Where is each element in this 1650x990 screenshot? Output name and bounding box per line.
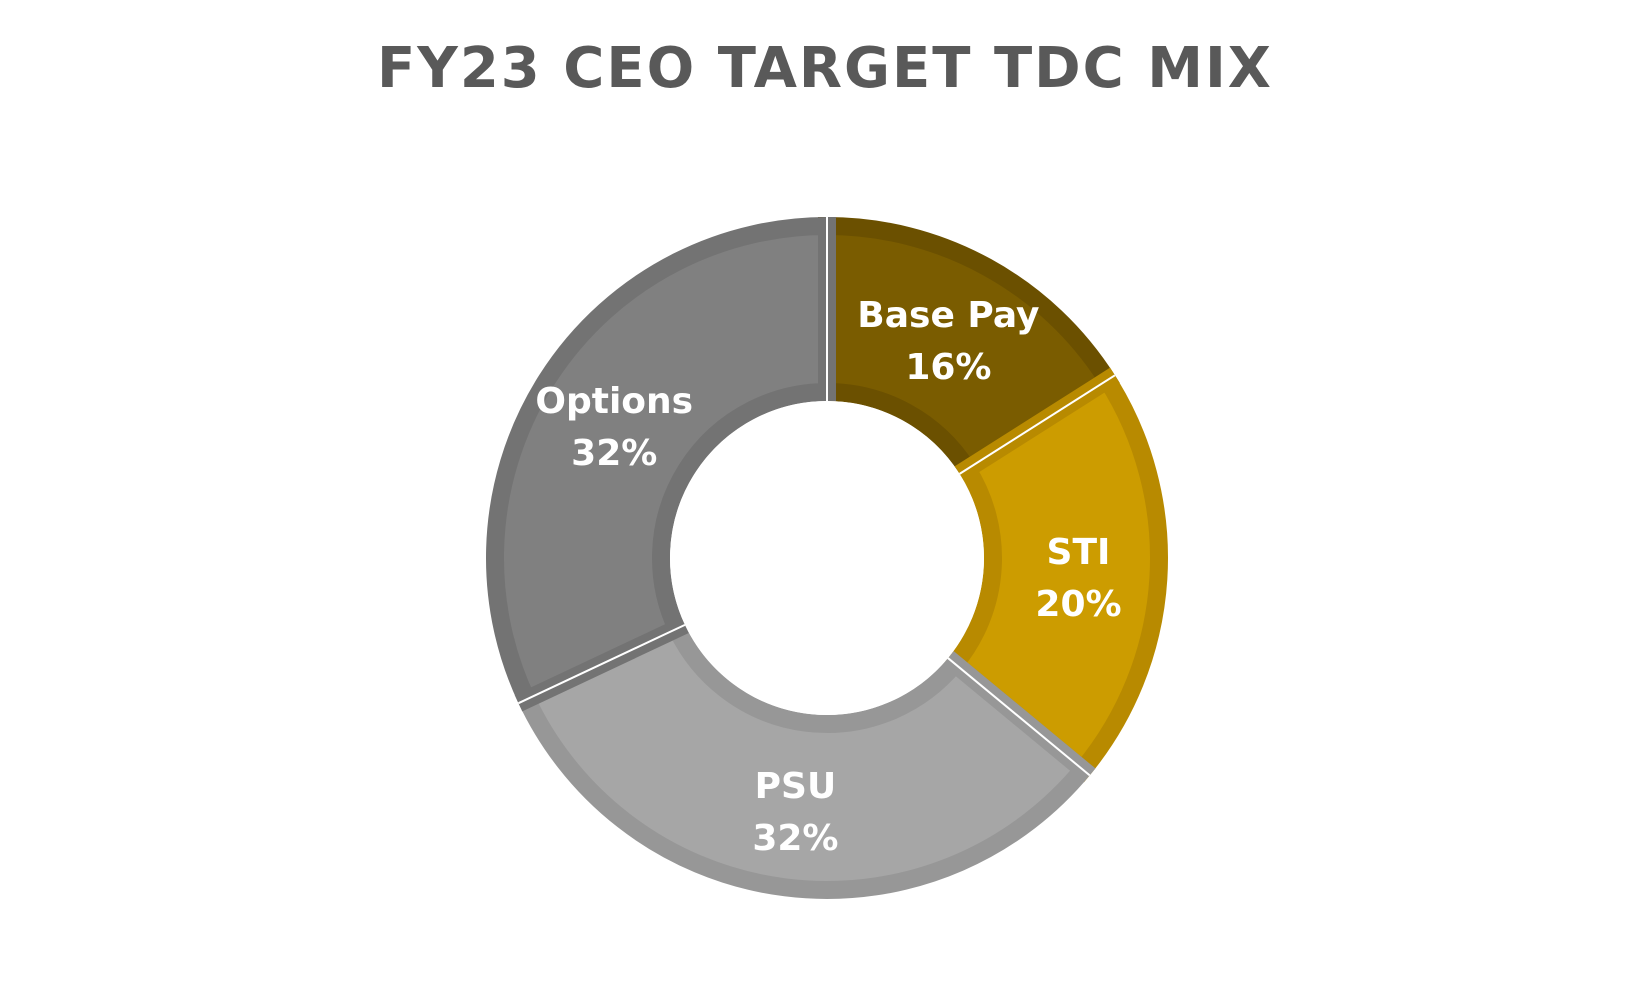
donut-slices xyxy=(486,216,1168,899)
slice-label-base-pay: Base Pay xyxy=(857,295,1039,336)
slice-value-options: 32% xyxy=(571,433,657,474)
slice-separator xyxy=(947,657,1091,777)
slice-sti xyxy=(942,367,1168,783)
slice-label-options: Options xyxy=(535,381,693,422)
slice-label-psu: PSU xyxy=(755,766,837,807)
chart-title: FY23 CEO TARGET TDC MIX xyxy=(377,36,1273,101)
slice-separator xyxy=(959,374,1116,475)
slice-separator xyxy=(518,623,686,705)
donut-labels: Base Pay 16% STI 20% PSU 32% Options 32% xyxy=(535,295,1121,859)
slice-label-sti: STI xyxy=(1047,532,1111,573)
slice-options xyxy=(486,216,836,712)
slice-value-sti: 20% xyxy=(1035,584,1121,625)
slice-value-psu: 32% xyxy=(752,818,838,859)
slice-value-base-pay: 16% xyxy=(905,347,991,388)
slice-base-pay xyxy=(818,216,1120,482)
donut-hole xyxy=(670,401,984,715)
slice-psu xyxy=(514,616,1096,899)
